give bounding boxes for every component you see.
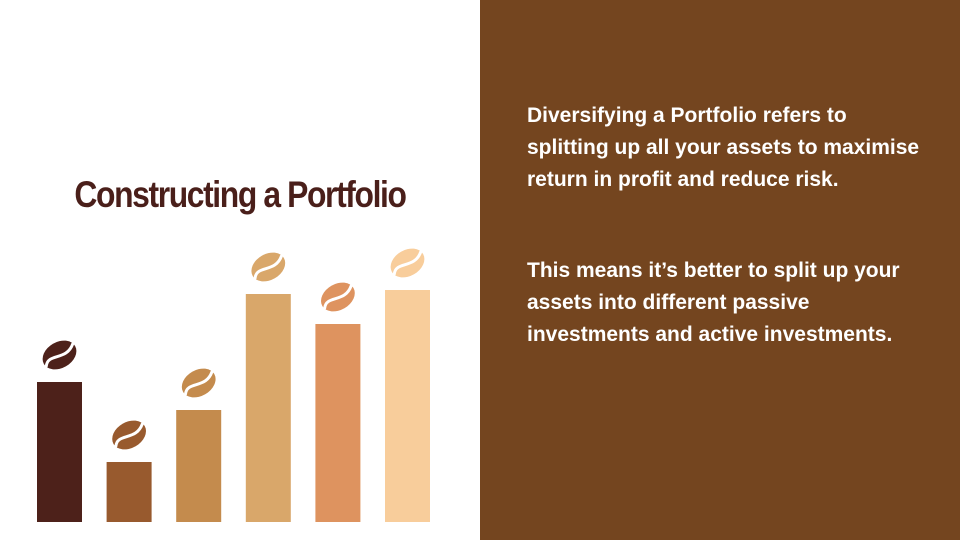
- bar-2: [106, 462, 152, 522]
- bar-5: [315, 324, 361, 522]
- slide-title: Constructing a Portfolio: [74, 174, 407, 215]
- coffee-bean-icon: [321, 282, 355, 312]
- bar-3: [176, 410, 222, 522]
- paragraph-split-assets: This means it’s better to split up your …: [527, 259, 900, 346]
- paragraph-diversifying: Diversifying a Portfolio refers to split…: [527, 104, 920, 191]
- bar-4: [245, 294, 291, 522]
- bar-chart: [37, 248, 430, 522]
- coffee-bean-icon: [42, 340, 77, 370]
- bar-6: [385, 290, 430, 522]
- coffee-bean-icon: [112, 420, 146, 450]
- coffee-bean-icon: [390, 248, 425, 278]
- coffee-bean-icon: [251, 252, 286, 282]
- right-panel: [480, 0, 960, 540]
- bar-1: [37, 382, 82, 522]
- coffee-bean-icon: [181, 368, 216, 398]
